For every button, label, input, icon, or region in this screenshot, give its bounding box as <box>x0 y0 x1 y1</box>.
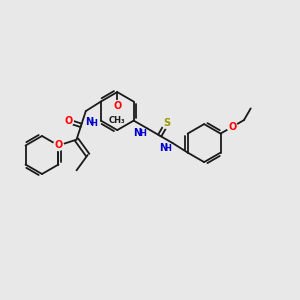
Text: O: O <box>64 116 72 126</box>
Text: H: H <box>165 144 172 153</box>
Text: N: N <box>133 128 141 137</box>
Text: S: S <box>163 118 170 128</box>
Text: N: N <box>85 117 93 127</box>
Circle shape <box>227 122 237 132</box>
Circle shape <box>162 118 172 128</box>
Text: N: N <box>159 142 167 152</box>
Text: CH₃: CH₃ <box>109 116 126 124</box>
Text: O: O <box>228 122 236 132</box>
Circle shape <box>53 140 64 151</box>
Circle shape <box>112 100 122 111</box>
Text: H: H <box>139 129 146 138</box>
Text: H: H <box>91 118 98 127</box>
Text: O: O <box>113 100 122 111</box>
Circle shape <box>63 116 73 126</box>
Text: O: O <box>54 140 63 151</box>
